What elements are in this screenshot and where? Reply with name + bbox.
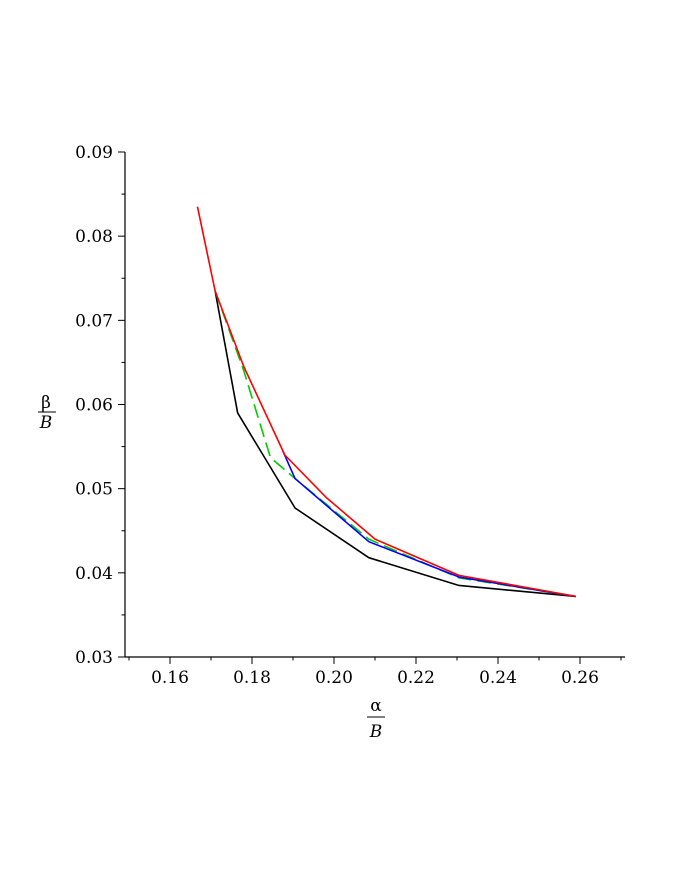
x-tick-label: 0.22 — [397, 668, 435, 688]
series-layer — [196, 206, 577, 598]
y-tick-label: 0.08 — [75, 227, 113, 247]
x-tick-label: 0.24 — [479, 668, 517, 688]
x-tick-label: 0.18 — [233, 668, 271, 688]
y-tick-label: 0.04 — [75, 564, 113, 584]
x-tick-label: 0.20 — [315, 668, 353, 688]
x-tick-label: 0.16 — [151, 668, 189, 688]
y-axis-label-denominator: B — [39, 413, 53, 433]
y-tick-label: 0.06 — [75, 396, 113, 416]
y-axis-label-numerator: β — [41, 393, 51, 413]
ticks: 0.16 0.18 0.20 0.22 0.24 0.26 0.03 0.04 0.05 0.06… — [75, 143, 622, 688]
series-line-1 — [214, 290, 576, 598]
axes — [124, 152, 625, 658]
y-tick-label: 0.09 — [75, 143, 113, 163]
y-tick-label: 0.05 — [75, 480, 113, 500]
x-axis-label-numerator: α — [370, 696, 382, 716]
x-axis-label-denominator: B — [369, 722, 383, 742]
x-axis-label: α B — [367, 696, 385, 742]
y-tick-label: 0.07 — [75, 311, 113, 331]
series-line-2 — [214, 290, 577, 598]
y-axis-label: β B — [38, 393, 56, 433]
series-line-4 — [196, 206, 577, 598]
series-line-3 — [282, 450, 577, 598]
y-tick-label: 0.03 — [75, 648, 113, 668]
x-tick-label: 0.26 — [561, 668, 599, 688]
